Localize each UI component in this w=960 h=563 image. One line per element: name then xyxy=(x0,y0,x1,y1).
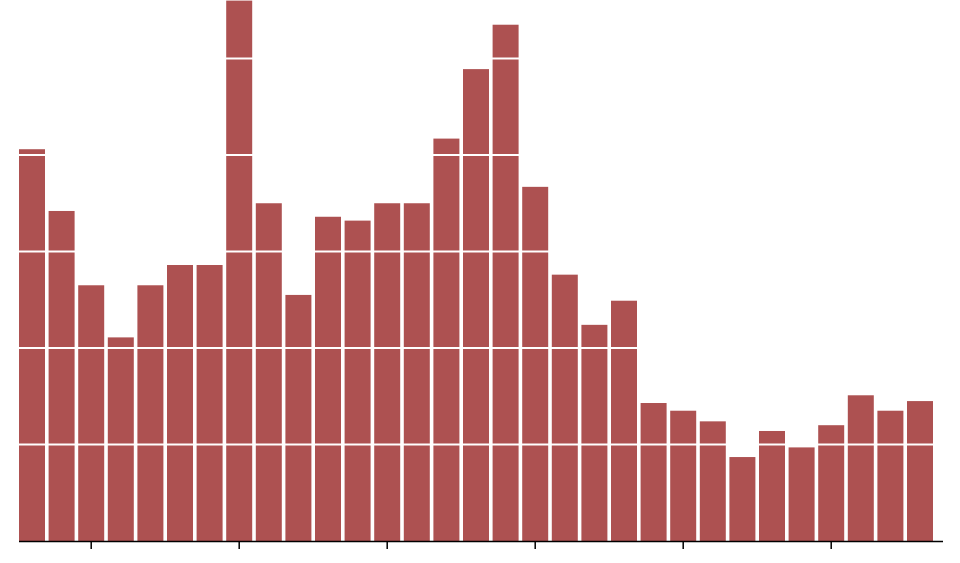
bar xyxy=(403,203,430,541)
bar xyxy=(19,149,45,541)
bar xyxy=(522,186,549,541)
bar xyxy=(670,410,697,541)
bar xyxy=(48,210,75,541)
bar xyxy=(729,457,756,541)
bar xyxy=(551,274,578,541)
bar xyxy=(877,410,904,541)
bar xyxy=(196,265,223,541)
bar xyxy=(107,337,134,541)
bar xyxy=(818,425,845,541)
bar xyxy=(492,24,519,542)
bar xyxy=(788,447,815,541)
bar xyxy=(226,0,253,542)
bar xyxy=(433,138,460,541)
bar xyxy=(374,203,401,541)
bar xyxy=(137,285,164,541)
bar xyxy=(315,216,341,541)
bar xyxy=(581,324,608,541)
bar xyxy=(640,403,667,541)
bar xyxy=(285,294,312,541)
bar xyxy=(463,69,489,542)
bar xyxy=(699,421,726,541)
bar xyxy=(344,220,371,541)
bar xyxy=(847,395,874,541)
bar xyxy=(255,203,282,541)
bar xyxy=(167,265,193,541)
bar xyxy=(759,430,785,541)
bar xyxy=(611,300,637,541)
bar xyxy=(907,401,933,541)
bar xyxy=(78,285,105,541)
